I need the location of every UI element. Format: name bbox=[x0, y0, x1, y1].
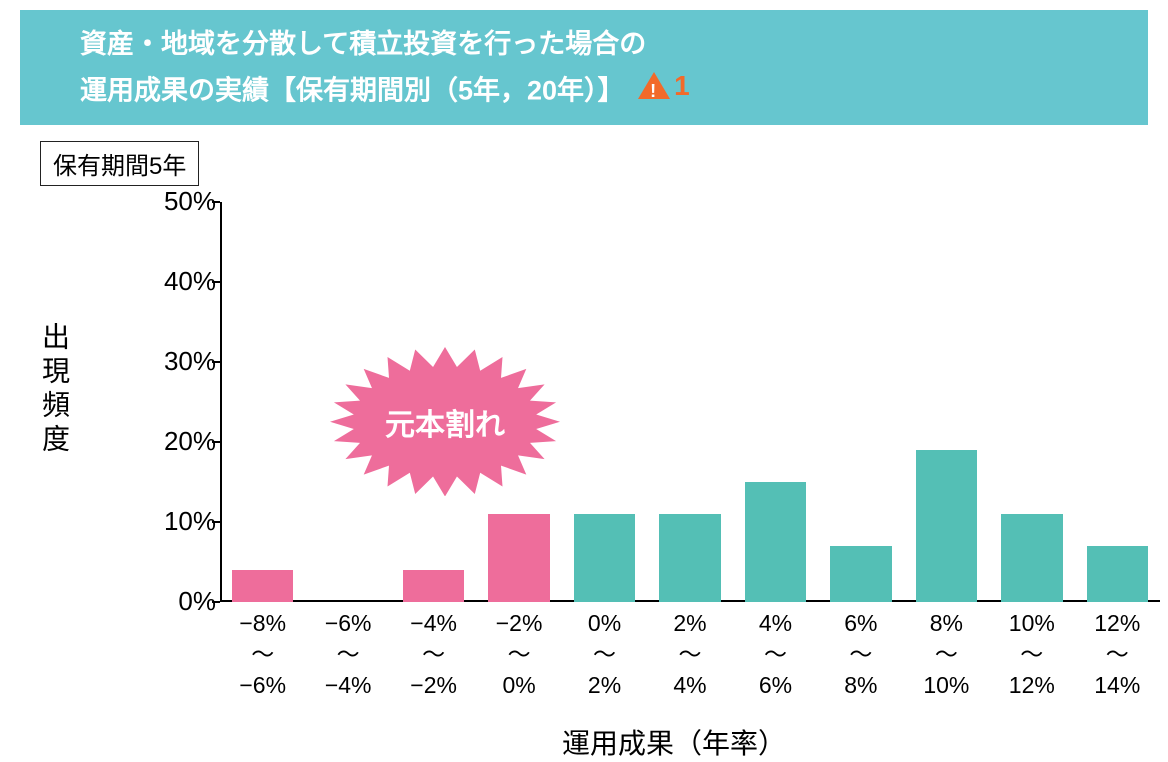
x-tick-label: 10% 〜 12% bbox=[989, 608, 1074, 701]
y-tick-label: 0% bbox=[144, 586, 216, 617]
x-tick-label: 2% 〜 4% bbox=[647, 608, 732, 701]
y-tick-mark bbox=[212, 281, 220, 283]
bar bbox=[745, 482, 807, 602]
subheader-box: 保有期間5年 bbox=[40, 141, 199, 186]
bar bbox=[232, 570, 294, 602]
y-axis-label: 出現頻度 bbox=[34, 322, 74, 458]
y-tick-mark bbox=[212, 441, 220, 443]
y-tick-mark bbox=[212, 601, 220, 603]
header-line1: 資産・地域を分散して積立投資を行った場合の bbox=[80, 29, 646, 59]
bar bbox=[1087, 546, 1149, 602]
x-tick-label: −2% 〜 0% bbox=[476, 608, 561, 701]
chart-container: 出現頻度 0%10%20%30%40%50% 元本割れ −8% 〜 −6%−6%… bbox=[90, 192, 1148, 762]
x-tick-label: 0% 〜 2% bbox=[562, 608, 647, 701]
bar-slot bbox=[220, 202, 305, 602]
header-text: 資産・地域を分散して積立投資を行った場合の 運用成果の実績【保有期間別（5年，2… bbox=[80, 24, 690, 111]
y-tick-mark bbox=[212, 201, 220, 203]
starburst-badge: 元本割れ bbox=[330, 347, 560, 497]
bar bbox=[830, 546, 892, 602]
bar-slot bbox=[989, 202, 1074, 602]
x-axis-label: 運用成果（年率） bbox=[200, 722, 1148, 762]
bar bbox=[1001, 514, 1063, 602]
x-tick-label: 4% 〜 6% bbox=[733, 608, 818, 701]
bar bbox=[916, 450, 978, 602]
bar bbox=[659, 514, 721, 602]
starburst-text: 元本割れ bbox=[385, 400, 505, 444]
y-tick-label: 10% bbox=[144, 506, 216, 537]
bar-slot bbox=[733, 202, 818, 602]
y-tick-label: 30% bbox=[144, 346, 216, 377]
bar bbox=[488, 514, 550, 602]
y-tick-mark bbox=[212, 361, 220, 363]
y-tick-label: 50% bbox=[144, 186, 216, 217]
y-tick-label: 20% bbox=[144, 426, 216, 457]
bar-slot bbox=[818, 202, 903, 602]
x-tick-label: 12% 〜 14% bbox=[1075, 608, 1160, 701]
x-labels: −8% 〜 −6%−6% 〜 −4%−4% 〜 −2%−2% 〜 0%0% 〜 … bbox=[220, 608, 1160, 701]
bar-slot bbox=[647, 202, 732, 602]
bar-slot bbox=[1075, 202, 1160, 602]
x-tick-label: −4% 〜 −2% bbox=[391, 608, 476, 701]
x-tick-label: −8% 〜 −6% bbox=[220, 608, 305, 701]
plot-area: 0%10%20%30%40%50% 元本割れ −8% 〜 −6%−6% 〜 −4… bbox=[150, 192, 1160, 622]
bar-slot bbox=[562, 202, 647, 602]
x-tick-label: −6% 〜 −4% bbox=[305, 608, 390, 701]
subheader-text: 保有期間5年 bbox=[53, 153, 186, 180]
bar-slot bbox=[904, 202, 989, 602]
y-tick-label: 40% bbox=[144, 266, 216, 297]
warning-badge: 1 bbox=[638, 65, 690, 107]
x-tick-label: 6% 〜 8% bbox=[818, 608, 903, 701]
bar bbox=[574, 514, 636, 602]
warning-icon bbox=[638, 72, 670, 99]
warning-number: 1 bbox=[674, 65, 690, 107]
header-line2: 運用成果の実績【保有期間別（5年，20年）】 bbox=[80, 75, 625, 105]
header-bar: 資産・地域を分散して積立投資を行った場合の 運用成果の実績【保有期間別（5年，2… bbox=[20, 10, 1148, 125]
bar bbox=[403, 570, 465, 602]
x-tick-label: 8% 〜 10% bbox=[904, 608, 989, 701]
y-tick-mark bbox=[212, 521, 220, 523]
